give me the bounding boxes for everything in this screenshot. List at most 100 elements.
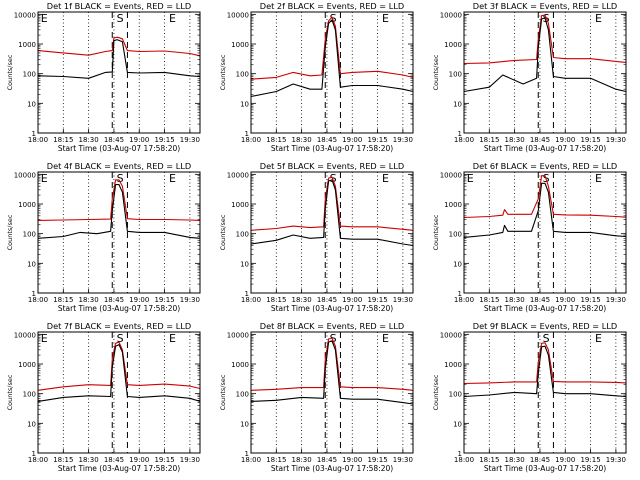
interval-marker-e: E bbox=[41, 172, 48, 185]
x-tick-label: 18:45 bbox=[530, 296, 550, 304]
y-tick-label: 100 bbox=[449, 71, 462, 79]
interval-marker-e: E bbox=[382, 12, 389, 25]
y-tick-label: 1000 bbox=[231, 41, 249, 49]
x-tick-label: 18:45 bbox=[317, 296, 337, 304]
y-tick-label: 10000 bbox=[440, 331, 462, 339]
plot-frame bbox=[463, 331, 627, 454]
interval-marker-e: E bbox=[169, 332, 176, 345]
x-tick-label: 18:15 bbox=[53, 456, 73, 464]
panel-title: Det 9f BLACK = Events, RED = LLD bbox=[473, 321, 617, 331]
x-tick-label: 19:30 bbox=[606, 456, 626, 464]
x-tick-label: 18:30 bbox=[79, 136, 99, 144]
y-tick-label: 10000 bbox=[227, 11, 249, 19]
x-tick-label: 18:00 bbox=[241, 136, 261, 144]
x-tick-label: 18:15 bbox=[479, 456, 499, 464]
y-tick-label: 10000 bbox=[14, 11, 36, 19]
series-lld-line bbox=[463, 342, 627, 385]
x-tick-label: 18:15 bbox=[53, 136, 73, 144]
x-tick-label: 18:30 bbox=[505, 136, 525, 144]
x-tick-label: 18:30 bbox=[79, 456, 99, 464]
y-tick-label: 1 bbox=[32, 130, 36, 138]
x-tick-label: 19:15 bbox=[154, 136, 174, 144]
series-lld-line bbox=[463, 175, 627, 219]
interval-marker-s: S bbox=[330, 12, 337, 25]
x-tick-label: 18:30 bbox=[292, 296, 312, 304]
interval-marker-e: E bbox=[169, 12, 176, 25]
x-tick-label: 19:30 bbox=[393, 136, 413, 144]
x-tick-label: 19:15 bbox=[367, 136, 387, 144]
x-tick-label: 18:00 bbox=[454, 456, 474, 464]
y-tick-label: 1 bbox=[245, 450, 249, 458]
panel-title: Det 2f BLACK = Events, RED = LLD bbox=[260, 1, 404, 11]
y-tick-label: 1000 bbox=[444, 201, 462, 209]
interval-marker-e: E bbox=[41, 332, 48, 345]
x-tick-label: 18:45 bbox=[530, 136, 550, 144]
x-tick-label: 18:30 bbox=[505, 296, 525, 304]
x-tick-label: 18:00 bbox=[454, 136, 474, 144]
series-lld-line bbox=[250, 337, 414, 391]
y-tick-label: 10 bbox=[453, 420, 462, 428]
y-tick-label: 10 bbox=[27, 260, 36, 268]
x-tick-label: 18:15 bbox=[266, 456, 286, 464]
x-tick-label: 19:15 bbox=[580, 136, 600, 144]
series-lld-line bbox=[37, 341, 201, 391]
x-tick-label: 18:45 bbox=[104, 296, 124, 304]
y-tick-label: 100 bbox=[236, 231, 249, 239]
panel-title: Det 8f BLACK = Events, RED = LLD bbox=[260, 321, 404, 331]
x-tick-label: 19:00 bbox=[342, 296, 362, 304]
x-tick-label: 19:30 bbox=[606, 296, 626, 304]
y-tick-label: 100 bbox=[449, 231, 462, 239]
y-tick-label: 10000 bbox=[227, 331, 249, 339]
x-tick-label: 18:45 bbox=[317, 456, 337, 464]
x-tick-label: 19:00 bbox=[555, 136, 575, 144]
x-tick-label: 19:00 bbox=[342, 136, 362, 144]
interval-marker-e: E bbox=[595, 12, 602, 25]
x-tick-label: 19:00 bbox=[129, 456, 149, 464]
x-tick-label: 18:00 bbox=[241, 296, 261, 304]
interval-marker-e: E bbox=[169, 172, 176, 185]
y-tick-label: 1000 bbox=[444, 41, 462, 49]
x-axis-label: Start Time (03-Aug-07 17:58:20) bbox=[484, 144, 606, 153]
y-tick-label: 100 bbox=[236, 71, 249, 79]
y-tick-label: 10 bbox=[240, 100, 249, 108]
y-tick-label: 1 bbox=[32, 450, 36, 458]
x-axis-label: Start Time (03-Aug-07 17:58:20) bbox=[484, 464, 606, 473]
x-axis-label: Start Time (03-Aug-07 17:58:20) bbox=[58, 144, 180, 153]
x-tick-label: 19:15 bbox=[367, 456, 387, 464]
x-axis-label: Start Time (03-Aug-07 17:58:20) bbox=[58, 304, 180, 313]
y-axis-label: Counts/sec bbox=[6, 374, 14, 410]
interval-marker-e: E bbox=[595, 172, 602, 185]
x-tick-label: 18:00 bbox=[28, 296, 48, 304]
y-tick-label: 100 bbox=[23, 391, 36, 399]
series-events-line bbox=[37, 39, 201, 79]
y-tick-label: 10000 bbox=[440, 11, 462, 19]
series-events-line bbox=[250, 179, 414, 247]
x-tick-label: 18:30 bbox=[292, 456, 312, 464]
y-tick-label: 100 bbox=[449, 391, 462, 399]
x-tick-label: 18:15 bbox=[479, 296, 499, 304]
y-tick-label: 10 bbox=[27, 100, 36, 108]
y-tick-label: 1000 bbox=[18, 361, 36, 369]
y-tick-label: 100 bbox=[236, 391, 249, 399]
y-tick-label: 1000 bbox=[18, 201, 36, 209]
y-tick-label: 10 bbox=[240, 260, 249, 268]
series-events-line bbox=[37, 184, 201, 239]
interval-marker-e: E bbox=[467, 172, 474, 185]
x-tick-label: 18:30 bbox=[292, 136, 312, 144]
x-tick-label: 19:15 bbox=[580, 296, 600, 304]
series-events-line bbox=[463, 17, 627, 93]
x-tick-label: 18:00 bbox=[454, 296, 474, 304]
x-tick-label: 18:30 bbox=[79, 296, 99, 304]
x-axis-label: Start Time (03-Aug-07 17:58:20) bbox=[484, 304, 606, 313]
x-tick-label: 19:30 bbox=[180, 296, 200, 304]
y-tick-label: 1 bbox=[458, 290, 462, 298]
x-tick-label: 18:45 bbox=[317, 136, 337, 144]
x-axis-label: Start Time (03-Aug-07 17:58:20) bbox=[271, 304, 393, 313]
plot-frame bbox=[463, 11, 627, 134]
